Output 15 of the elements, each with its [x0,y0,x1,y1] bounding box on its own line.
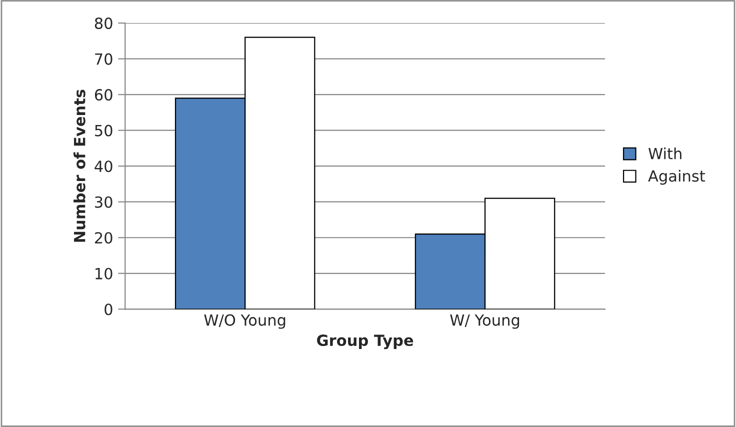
x-axis-title: Group Type [317,334,414,350]
legend-label: Against [648,170,706,185]
y-tick-label: 30 [95,196,112,208]
y-axis-title: Number of Events [74,90,86,242]
y-tick-label: 50 [95,124,112,136]
y-tick-label: 40 [94,160,112,172]
x-tick-label: W/ Young [450,314,520,329]
x-tick-label: W/O Young [204,314,286,329]
y-tick-label: 10 [96,268,112,280]
legend-label: With [648,148,682,160]
y-tick-label: 60 [94,89,112,101]
y-tick-label: 70 [95,53,112,65]
y-tick-label: 20 [94,232,112,244]
y-tick-label: 0 [104,304,112,316]
y-tick-label: 80 [94,18,112,30]
